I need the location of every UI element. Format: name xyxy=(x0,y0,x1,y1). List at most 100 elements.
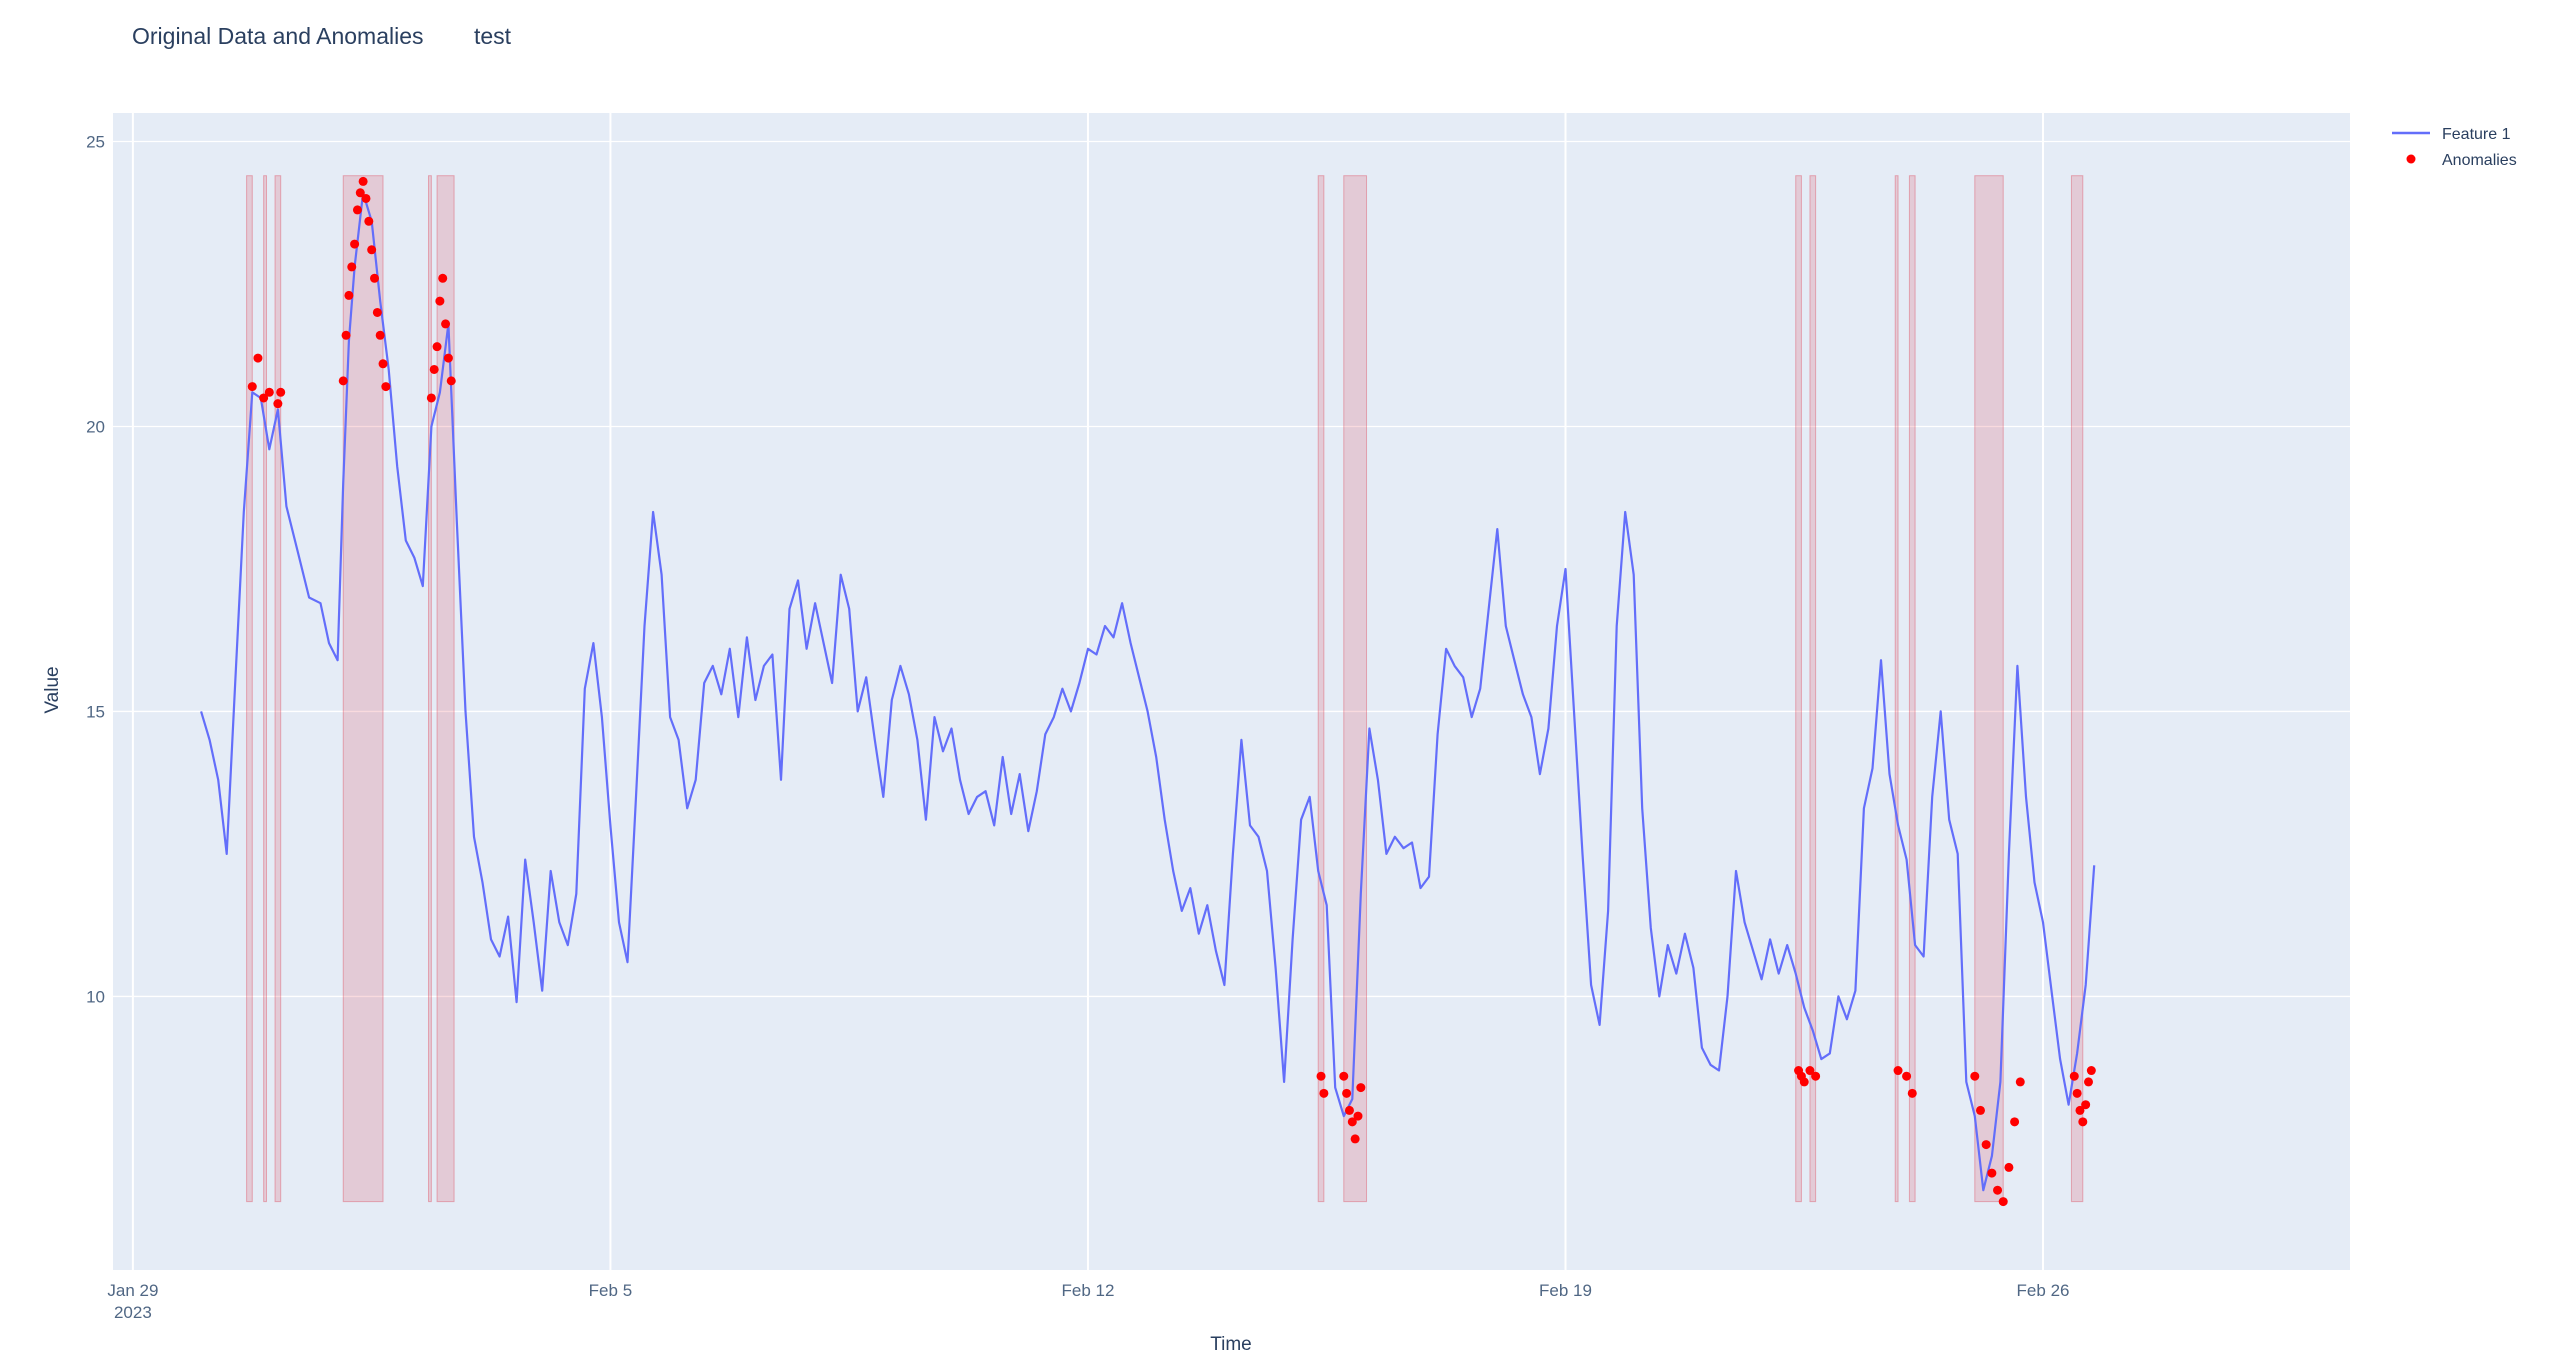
anomaly-point xyxy=(1805,1066,1815,1076)
anomaly-point xyxy=(1987,1168,1997,1178)
anomaly-point xyxy=(1356,1083,1366,1093)
grid xyxy=(113,113,2350,1270)
anomaly-point xyxy=(2086,1066,2096,1076)
chart-subtitle: test xyxy=(474,23,512,49)
legend-item-feature-1[interactable]: Feature 1 xyxy=(2392,126,2511,143)
anomaly-band xyxy=(1974,175,2004,1203)
anomaly-point xyxy=(2004,1162,2014,1172)
anomaly-point xyxy=(344,290,354,300)
anomaly-point xyxy=(1975,1105,1985,1115)
anomaly-band xyxy=(263,175,267,1203)
anomaly-point xyxy=(253,353,263,363)
y-tick-label: 15 xyxy=(86,702,105,721)
x-axis-title: Time xyxy=(1210,1334,1252,1354)
anomaly-point xyxy=(1981,1140,1991,1150)
legend-label: Feature 1 xyxy=(2442,126,2511,143)
anomaly-point xyxy=(347,262,357,272)
anomaly-point xyxy=(264,387,274,397)
anomaly-point xyxy=(381,382,391,392)
anomaly-point xyxy=(361,193,371,203)
y-tick-label: 20 xyxy=(86,417,105,436)
anomaly-point xyxy=(1350,1134,1360,1144)
anomaly-band xyxy=(274,175,282,1203)
legend[interactable]: Feature 1 Anomalies xyxy=(2392,126,2517,169)
anomaly-point xyxy=(1316,1071,1326,1081)
legend-item-anomalies[interactable]: Anomalies xyxy=(2406,152,2517,169)
x-tick-sublabel: 2023 xyxy=(114,1303,152,1322)
y-tick-label: 25 xyxy=(86,132,105,151)
anomaly-point xyxy=(2081,1100,2091,1110)
anomaly-point xyxy=(247,382,257,392)
anomaly-point xyxy=(446,376,456,386)
anomaly-band xyxy=(1317,175,1325,1203)
anomaly-point xyxy=(352,205,362,215)
x-tick-label: Feb 26 xyxy=(2017,1281,2070,1300)
anomaly-point xyxy=(1811,1071,1821,1081)
feature-1-series xyxy=(200,191,2096,1192)
chart-title: Original Data and Anomalies xyxy=(132,23,424,49)
y-tick-label: 10 xyxy=(86,987,105,1006)
anomaly-point xyxy=(1342,1088,1352,1098)
anomaly-point xyxy=(1993,1185,2003,1195)
x-tick-label: Jan 29 xyxy=(107,1281,158,1300)
anomaly-band xyxy=(436,175,455,1203)
anomaly-point xyxy=(338,376,348,386)
anomaly-point xyxy=(2075,1105,2085,1115)
anomaly-point xyxy=(1799,1077,1809,1087)
anomaly-point xyxy=(1344,1105,1354,1115)
anomaly-point xyxy=(2015,1077,2025,1087)
anomaly-point xyxy=(1893,1066,1903,1076)
anomaly-point xyxy=(2010,1117,2020,1127)
anomaly-point xyxy=(378,359,388,369)
anomaly-point xyxy=(2078,1117,2088,1127)
anomaly-point xyxy=(1970,1071,1980,1081)
anomaly-point xyxy=(276,387,286,397)
anomaly-band xyxy=(342,175,384,1203)
anomaly-point xyxy=(441,319,451,329)
anomaly-point xyxy=(432,342,442,352)
x-tick-label: Feb 19 xyxy=(1539,1281,1592,1300)
anomaly-point xyxy=(2069,1071,2079,1081)
anomaly-point xyxy=(355,188,365,198)
x-tick-label: Feb 5 xyxy=(589,1281,632,1300)
legend-swatch-marker xyxy=(2406,154,2416,164)
legend-label: Anomalies xyxy=(2442,152,2517,169)
x-axis: Jan 29 2023 Feb 5 Feb 12 Feb 19 Feb 26 xyxy=(107,1281,2069,1322)
x-tick-label: Feb 12 xyxy=(1061,1281,1114,1300)
anomaly-point xyxy=(370,273,380,283)
y-axis: 10 15 20 25 xyxy=(86,132,105,1006)
anomaly-point xyxy=(435,296,445,306)
anomaly-point xyxy=(1998,1197,2008,1207)
anomaly-point xyxy=(1319,1088,1329,1098)
anomaly-point xyxy=(358,176,368,186)
anomaly-point xyxy=(426,393,436,403)
anomaly-point xyxy=(367,245,377,255)
anomaly-point xyxy=(438,273,448,283)
anomaly-point xyxy=(1347,1117,1357,1127)
anomaly-band xyxy=(428,175,432,1203)
anomaly-point xyxy=(429,364,439,374)
anomaly-point xyxy=(372,307,382,317)
anomaly-point xyxy=(350,239,360,249)
anomaly-band xyxy=(1809,175,1817,1203)
anomaly-point xyxy=(259,393,269,403)
anomaly-band xyxy=(1795,175,1802,1203)
anomaly-point xyxy=(2083,1077,2093,1087)
anomaly-point xyxy=(2072,1088,2082,1098)
anomaly-point xyxy=(375,330,385,340)
anomaly-band xyxy=(2070,175,2084,1203)
anomaly-bands xyxy=(246,175,2084,1203)
anomaly-point xyxy=(341,330,351,340)
anomaly-band xyxy=(246,175,253,1203)
anomaly-band xyxy=(1343,175,1368,1203)
anomalies-series xyxy=(247,176,2096,1207)
y-axis-title: Value xyxy=(42,666,63,713)
feature-1-line xyxy=(200,191,2096,1192)
anomaly-point xyxy=(443,353,453,363)
anomaly-point xyxy=(273,399,283,409)
anomaly-point xyxy=(1339,1071,1349,1081)
anomaly-point xyxy=(1353,1111,1363,1121)
anomaly-point xyxy=(364,216,374,226)
anomaly-band xyxy=(1894,175,1899,1203)
